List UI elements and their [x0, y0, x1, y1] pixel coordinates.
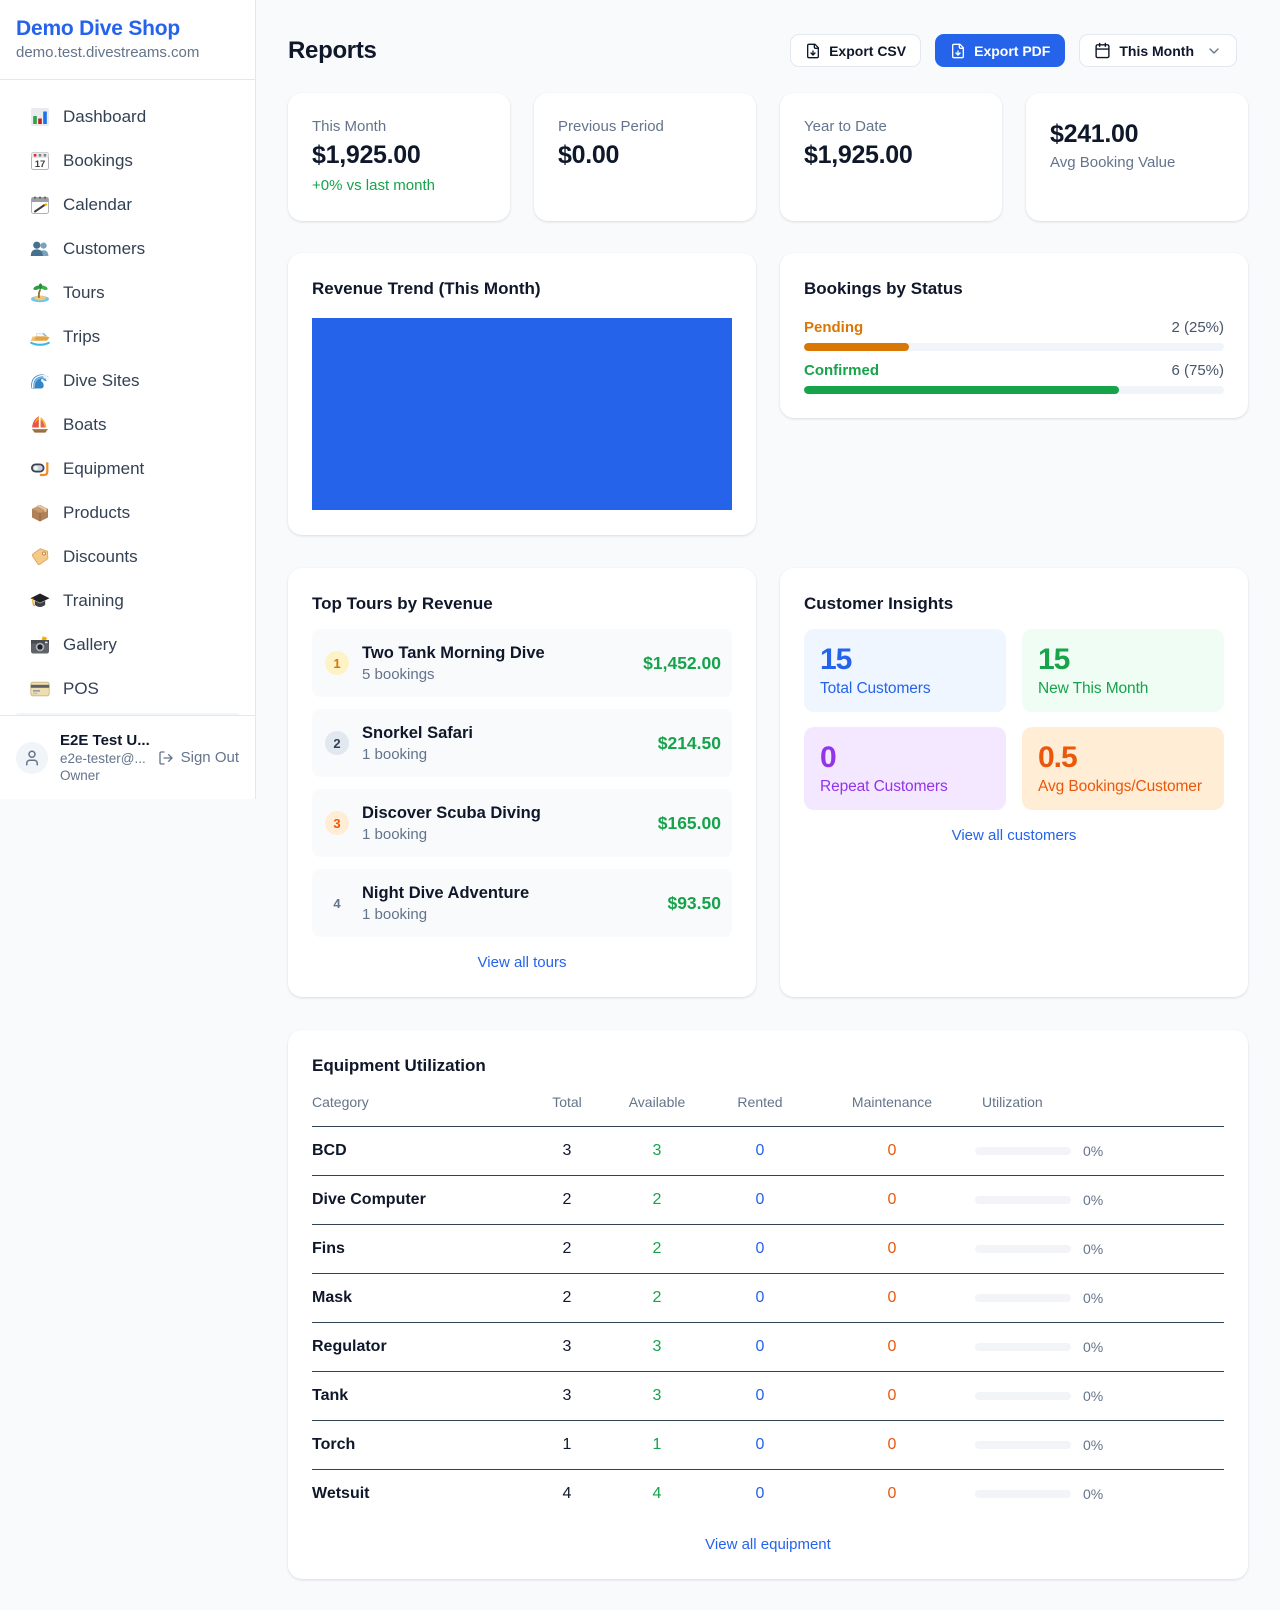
svg-text:17: 17	[35, 159, 46, 170]
